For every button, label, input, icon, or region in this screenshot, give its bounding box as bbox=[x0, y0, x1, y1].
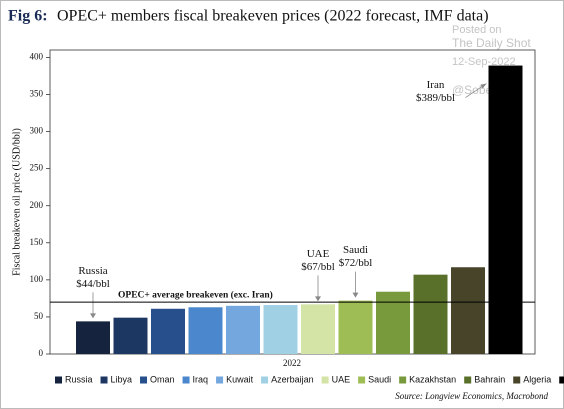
value-label: $44/bbl bbox=[76, 278, 110, 290]
bar bbox=[151, 308, 185, 354]
legend-swatch bbox=[216, 376, 224, 384]
bar bbox=[488, 65, 523, 354]
y-tick-label: 250 bbox=[30, 163, 44, 173]
annotation-title: Saudi bbox=[343, 244, 368, 256]
legend-swatch bbox=[261, 376, 269, 384]
y-axis-label: Fiscal breakeven oil price (USD/bbl) bbox=[11, 128, 22, 276]
bar bbox=[226, 305, 260, 354]
legend-label: Azerbaijan bbox=[271, 374, 314, 384]
value-label: $67/bbl bbox=[301, 261, 335, 273]
legend-label: Bahrain bbox=[474, 374, 505, 384]
legend-swatch bbox=[464, 376, 472, 384]
legend-label: Libya bbox=[111, 374, 133, 384]
annotation-title: UAE bbox=[307, 248, 330, 260]
bar bbox=[76, 321, 110, 354]
annotation-title: Russia bbox=[78, 265, 107, 277]
legend-swatch bbox=[100, 376, 108, 384]
legend-swatch bbox=[399, 376, 407, 384]
legend-label: Iraq bbox=[193, 374, 209, 384]
title-prefix: Fig 6: bbox=[8, 8, 48, 25]
x-axis-label: 2022 bbox=[283, 358, 301, 368]
reference-label: OPEC+ average breakeven (exc. Iran) bbox=[118, 289, 273, 300]
bar bbox=[113, 317, 148, 354]
y-tick-label: 0 bbox=[39, 348, 44, 358]
watermark: The Daily Shot bbox=[452, 36, 531, 50]
arrow-head bbox=[315, 296, 321, 302]
value-label: $72/bbl bbox=[339, 257, 373, 269]
bar bbox=[301, 304, 335, 354]
bar bbox=[188, 307, 223, 354]
arrow-head bbox=[352, 292, 359, 298]
legend-swatch bbox=[513, 376, 521, 384]
legend-label: Kuwait bbox=[226, 374, 254, 384]
annotation-title: Iran bbox=[427, 79, 445, 91]
bar bbox=[376, 291, 410, 354]
legend-swatch bbox=[321, 376, 329, 384]
bar bbox=[263, 305, 298, 354]
y-tick-label: 400 bbox=[30, 51, 44, 61]
y-tick-label: 200 bbox=[30, 200, 44, 210]
legend-label: Algeria bbox=[523, 374, 551, 384]
arrow-head bbox=[90, 313, 96, 319]
legend-swatch bbox=[140, 376, 148, 384]
legend-label: UAE bbox=[332, 374, 351, 384]
y-tick-label: 350 bbox=[30, 89, 44, 99]
arrow-head bbox=[480, 83, 487, 89]
y-tick-label: 300 bbox=[30, 126, 44, 136]
y-tick-label: 100 bbox=[30, 274, 44, 284]
watermark: 12-Sep-2022 bbox=[452, 56, 516, 68]
chart-title: OPEC+ members fiscal breakeven prices (2… bbox=[57, 8, 489, 25]
watermark: Posted on bbox=[452, 24, 502, 36]
legend-label: Russia bbox=[65, 374, 93, 384]
legend-swatch bbox=[559, 376, 564, 384]
y-tick-label: 50 bbox=[34, 311, 44, 321]
legend-label: Kazakhstan bbox=[409, 374, 456, 384]
value-label: $389/bbl bbox=[416, 92, 455, 104]
legend-swatch bbox=[55, 376, 62, 384]
legend-swatch bbox=[358, 376, 366, 384]
legend-label: Oman bbox=[150, 374, 175, 384]
legend-swatch bbox=[182, 376, 190, 384]
bar bbox=[338, 300, 373, 354]
bar bbox=[451, 267, 485, 354]
y-tick-label: 150 bbox=[30, 237, 44, 247]
bar bbox=[413, 274, 448, 354]
legend-label: Saudi bbox=[368, 374, 391, 384]
source: Source: Longview Economics, Macrobond bbox=[395, 391, 548, 401]
